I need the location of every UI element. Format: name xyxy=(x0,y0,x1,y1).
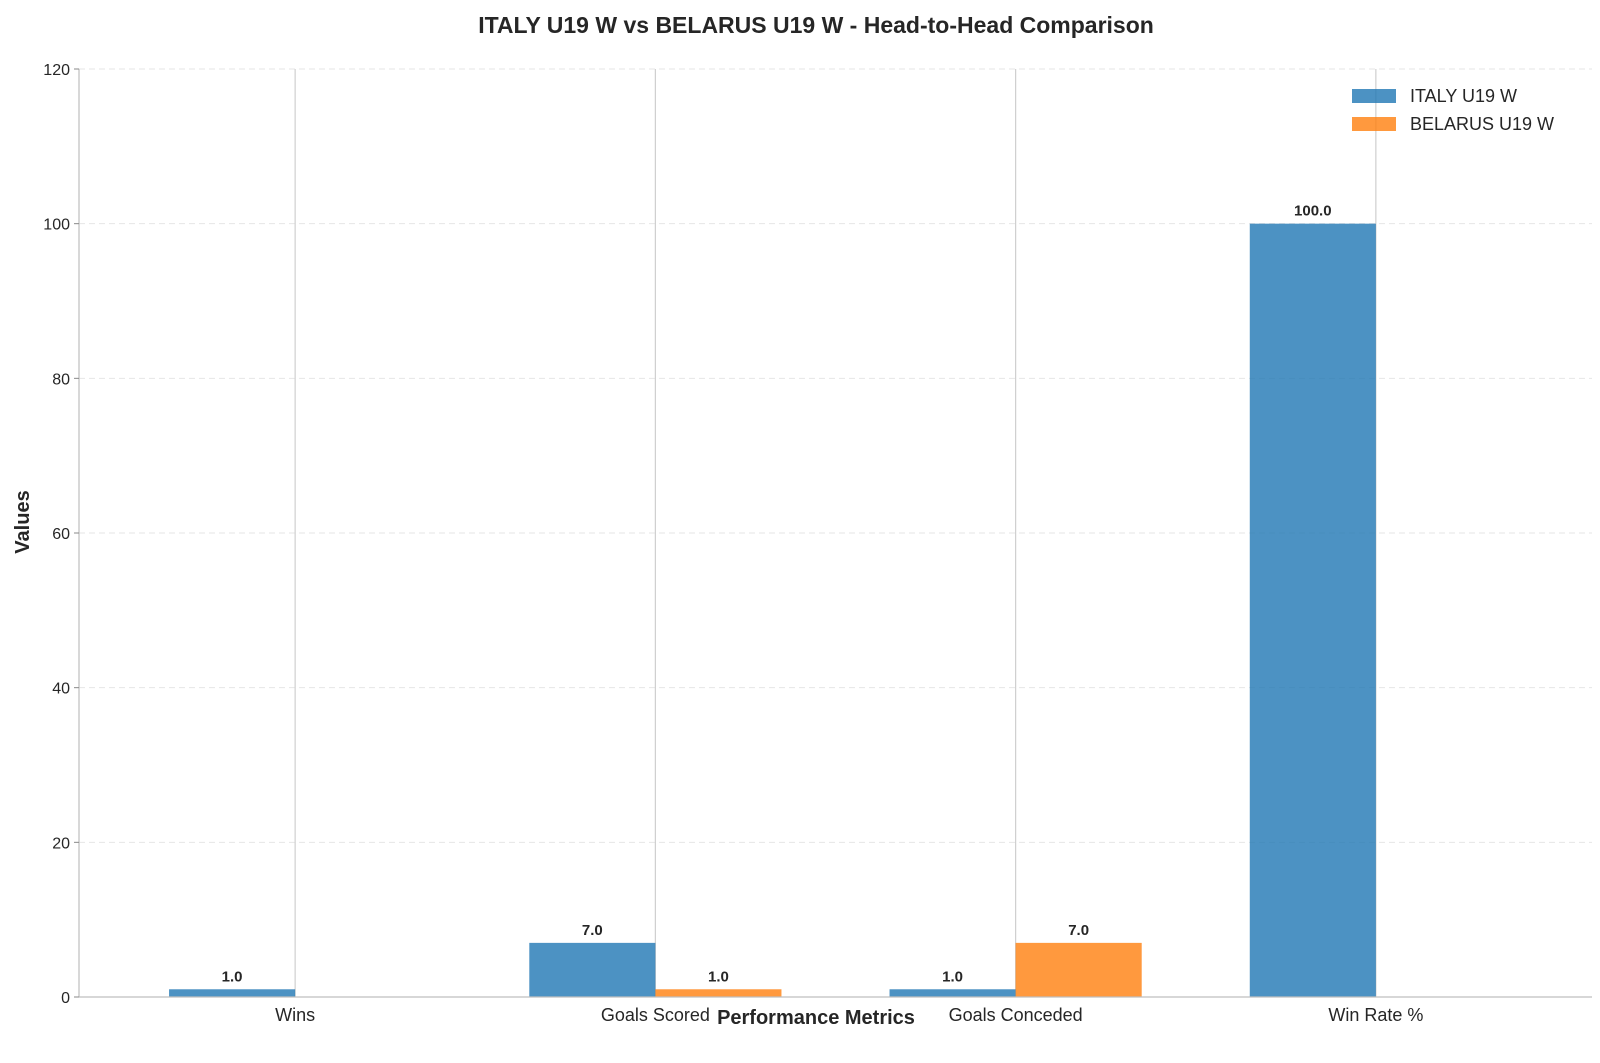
x-tick-label: Win Rate % xyxy=(1328,1005,1423,1025)
y-tick-label: 40 xyxy=(52,681,70,698)
y-tick-label: 0 xyxy=(61,990,70,1007)
y-tick-label: 80 xyxy=(52,371,70,388)
y-axis-label: Values xyxy=(12,490,34,553)
y-tick-label: 60 xyxy=(52,526,70,543)
y-tick-label: 20 xyxy=(52,835,70,852)
data-label: 1.0 xyxy=(708,968,729,985)
x-tick-label: Goals Scored xyxy=(601,1005,710,1025)
data-labels: 1.0 7.0 1.0 100.0 1.0 7.0 xyxy=(222,203,1332,986)
data-label: 1.0 xyxy=(942,968,963,985)
y-tick-label: 120 xyxy=(43,62,70,79)
y-tick-label: 100 xyxy=(43,217,70,234)
x-tick-label: Wins xyxy=(275,1005,315,1025)
data-label: 7.0 xyxy=(582,922,603,939)
bar xyxy=(169,989,296,997)
data-label: 100.0 xyxy=(1294,203,1332,220)
bar xyxy=(1249,223,1376,997)
legend-swatch xyxy=(1352,117,1396,131)
x-axis-label: Performance Metrics xyxy=(717,1007,915,1029)
bar xyxy=(529,942,656,997)
data-label: 1.0 xyxy=(222,968,243,985)
bar xyxy=(889,989,1016,997)
x-tick-label: Goals Conceded xyxy=(949,1005,1083,1025)
bars xyxy=(169,223,1376,997)
bar xyxy=(1015,942,1142,997)
data-label: 7.0 xyxy=(1068,922,1089,939)
y-ticks: 0 20 40 60 80 100 120 xyxy=(43,62,79,1007)
x-ticks: Wins Goals Scored Goals Conceded Win Rate % xyxy=(275,1005,1423,1025)
bar xyxy=(655,989,782,997)
legend-swatch xyxy=(1352,89,1396,103)
legend-entry: BELARUS U19 W xyxy=(1410,114,1554,134)
legend-entry: ITALY U19 W xyxy=(1410,86,1517,106)
legend: ITALY U19 W BELARUS U19 W xyxy=(1352,86,1554,134)
chart-title: ITALY U19 W vs BELARUS U19 W - Head-to-H… xyxy=(478,12,1154,38)
